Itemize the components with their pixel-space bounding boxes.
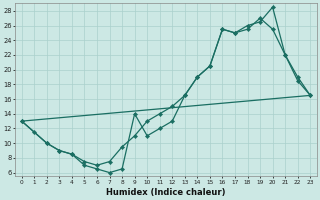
X-axis label: Humidex (Indice chaleur): Humidex (Indice chaleur) (106, 188, 226, 197)
